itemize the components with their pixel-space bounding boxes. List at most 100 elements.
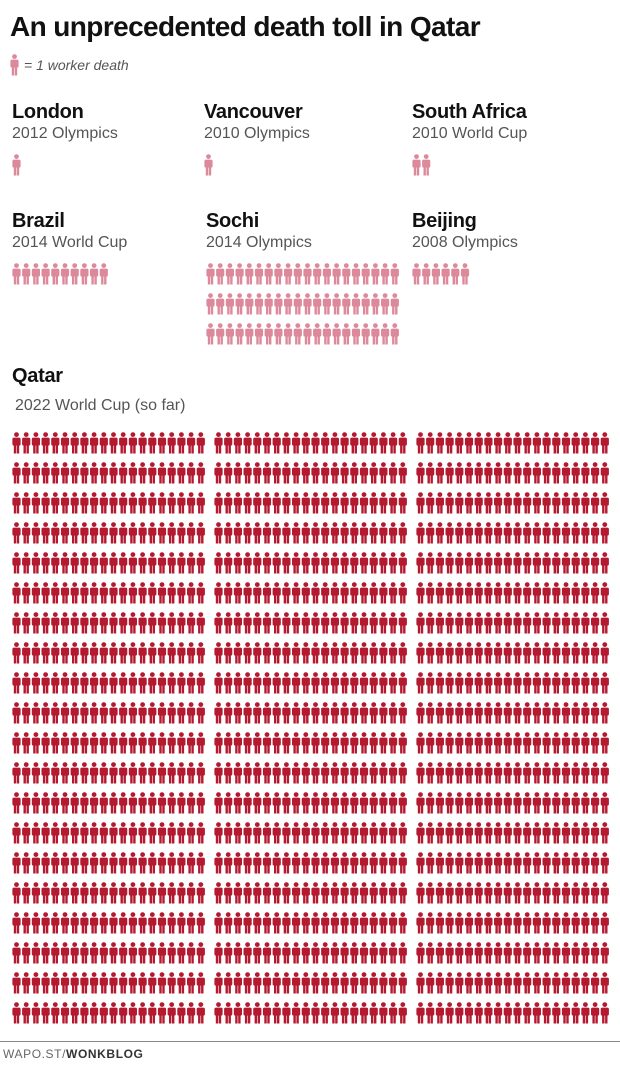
person-icon xyxy=(340,1002,349,1024)
person-icon xyxy=(119,672,128,694)
person-icon xyxy=(322,263,331,285)
person-icon xyxy=(253,552,262,574)
person-icon xyxy=(484,882,493,904)
person-icon xyxy=(177,822,186,844)
person-icon xyxy=(426,942,435,964)
person-icon xyxy=(379,582,388,604)
person-icon xyxy=(350,732,359,754)
event-subtitle: 2014 World Cup xyxy=(12,234,128,251)
person-icon xyxy=(464,522,474,544)
person-icon xyxy=(119,852,128,874)
person-icon xyxy=(243,492,252,514)
person-icon xyxy=(503,822,512,844)
person-icon xyxy=(80,852,89,874)
person-icon xyxy=(552,432,561,454)
person-icon xyxy=(262,852,272,874)
person-icon xyxy=(426,552,435,574)
person-icon xyxy=(445,732,454,754)
person-icon xyxy=(523,792,532,814)
person-icon xyxy=(224,432,233,454)
person-icon xyxy=(224,822,233,844)
person-icon xyxy=(80,672,89,694)
person-icon xyxy=(369,882,378,904)
person-icon xyxy=(12,522,21,544)
person-icon xyxy=(340,432,349,454)
person-icon xyxy=(591,882,600,904)
person-icon xyxy=(552,522,561,544)
person-icon xyxy=(109,942,118,964)
person-icon xyxy=(109,672,118,694)
person-icon xyxy=(282,612,291,634)
person-icon xyxy=(523,462,532,484)
person-icon xyxy=(187,462,196,484)
footer-prefix: WAPO.ST/ xyxy=(3,1047,67,1061)
person-icon xyxy=(340,492,349,514)
person-icon xyxy=(532,552,541,574)
person-icon xyxy=(464,1002,474,1024)
person-icon xyxy=(484,702,493,724)
person-icon xyxy=(369,852,378,874)
person-icon xyxy=(128,642,137,664)
person-icon xyxy=(41,672,50,694)
person-icon xyxy=(41,882,50,904)
person-icon xyxy=(494,972,503,994)
person-icon xyxy=(138,672,147,694)
person-icon xyxy=(12,672,21,694)
person-icon xyxy=(90,792,99,814)
person-icon xyxy=(330,822,339,844)
person-icon xyxy=(389,612,398,634)
person-icon xyxy=(474,822,483,844)
person-icon xyxy=(41,852,50,874)
person-icon xyxy=(177,432,186,454)
person-icon xyxy=(12,612,21,634)
person-icon xyxy=(187,912,196,934)
person-icon xyxy=(494,672,503,694)
person-icon xyxy=(157,942,167,964)
person-icon xyxy=(494,882,503,904)
person-icon xyxy=(311,642,320,664)
person-icon xyxy=(196,762,205,784)
person-icon xyxy=(243,612,252,634)
person-icon xyxy=(80,792,89,814)
person-icon xyxy=(128,912,137,934)
person-icon xyxy=(361,293,370,315)
person-icon xyxy=(455,882,464,904)
person-icon xyxy=(435,732,444,754)
person-icon xyxy=(119,792,128,814)
person-icon xyxy=(542,582,551,604)
person-icon xyxy=(214,462,223,484)
person-icon xyxy=(351,263,361,285)
person-icon xyxy=(359,672,369,694)
person-icon xyxy=(552,852,561,874)
person-icon xyxy=(561,642,571,664)
person-icon xyxy=(12,762,21,784)
person-icon xyxy=(532,492,541,514)
person-icon xyxy=(224,612,233,634)
event-name: Sochi xyxy=(206,210,259,232)
person-icon xyxy=(167,942,176,964)
person-icon xyxy=(235,323,244,345)
person-icon xyxy=(31,822,40,844)
person-icon xyxy=(41,1002,50,1024)
person-icon xyxy=(138,552,147,574)
person-icon xyxy=(253,522,262,544)
person-icon xyxy=(138,582,147,604)
person-icon xyxy=(292,1002,301,1024)
person-icon xyxy=(148,792,157,814)
person-icon xyxy=(532,732,541,754)
person-icon xyxy=(542,732,551,754)
person-icon xyxy=(503,522,512,544)
person-icon xyxy=(12,492,21,514)
person-icon xyxy=(379,942,388,964)
person-icon xyxy=(330,942,339,964)
event-subtitle: 2010 World Cup xyxy=(412,125,528,142)
person-icon xyxy=(253,732,262,754)
person-icon xyxy=(301,852,310,874)
person-icon xyxy=(369,552,378,574)
person-icon xyxy=(80,612,89,634)
event-subtitle: 2014 Olympics xyxy=(206,234,312,251)
person-icon xyxy=(22,612,31,634)
person-icon xyxy=(321,912,330,934)
person-icon xyxy=(138,612,147,634)
person-icon xyxy=(272,822,281,844)
